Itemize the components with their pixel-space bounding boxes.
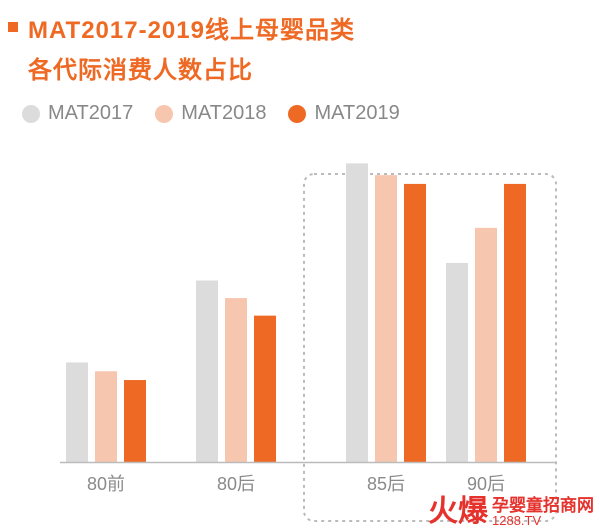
bar-mat2017-3 xyxy=(446,262,468,462)
bar-mat2018-1 xyxy=(225,298,247,462)
legend: MAT2017 MAT2018 MAT2019 xyxy=(22,102,400,125)
legend-item: MAT2018 xyxy=(155,102,266,125)
logo-mark: 火爆 xyxy=(428,494,488,529)
logo-name: 孕婴童招商网 xyxy=(492,496,594,515)
bar-mat2019-2 xyxy=(404,183,426,462)
bar-mat2017-2 xyxy=(346,163,368,462)
legend-swatch xyxy=(288,104,307,123)
legend-swatch xyxy=(155,104,174,123)
bar-mat2019-1 xyxy=(254,315,276,462)
legend-label: MAT2017 xyxy=(48,102,134,124)
watermark-logo: 火爆 孕婴童招商网 1288.TV xyxy=(428,494,594,529)
legend-label: MAT2019 xyxy=(314,102,400,124)
logo-url: 1288.TV xyxy=(492,513,542,528)
legend-item: MAT2017 xyxy=(22,102,133,125)
bar-mat2018-3 xyxy=(475,227,497,462)
legend-label: MAT2018 xyxy=(181,102,267,124)
x-tick-label: 80后 xyxy=(217,474,255,494)
bar-mat2017-0 xyxy=(66,362,88,462)
x-tick-label: 85后 xyxy=(367,474,405,494)
title-marker xyxy=(8,22,18,32)
x-tick-label: 90后 xyxy=(467,474,505,494)
bar-mat2019-0 xyxy=(124,380,146,462)
highlight-box xyxy=(303,173,557,522)
bar-mat2018-0 xyxy=(95,371,117,462)
bar-mat2017-1 xyxy=(196,280,218,462)
legend-swatch xyxy=(22,104,40,123)
chart-title: MAT2017-2019线上母婴品类 xyxy=(28,17,355,44)
chart-subtitle: 各代际消费人数占比 xyxy=(28,57,253,84)
x-tick-label: 80前 xyxy=(87,474,125,494)
bar-mat2019-3 xyxy=(504,183,526,462)
logo-text-block: 孕婴童招商网 1288.TV xyxy=(492,497,594,527)
legend-item: MAT2019 xyxy=(288,102,400,125)
bar-mat2018-2 xyxy=(375,175,397,463)
